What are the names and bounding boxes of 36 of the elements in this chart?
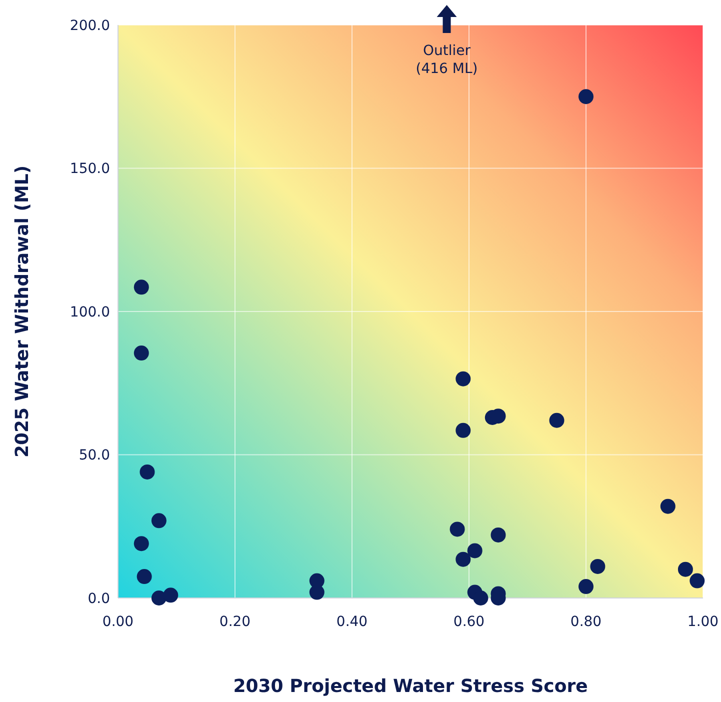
point <box>578 89 594 104</box>
point <box>151 513 166 528</box>
point <box>578 579 594 594</box>
point <box>140 464 155 480</box>
x-tick-label: 0.20 <box>219 614 251 630</box>
y-tick-label: 100.0 <box>70 304 110 320</box>
point <box>660 498 676 514</box>
x-axis-title: 2030 Projected Water Stress Score <box>233 676 588 697</box>
y-tick-label: 0.0 <box>88 590 110 607</box>
point <box>690 573 705 588</box>
point <box>473 590 488 606</box>
point <box>134 536 149 552</box>
x-tick-label: 0.00 <box>102 614 134 630</box>
y-tick-label: 200.0 <box>70 18 110 34</box>
point <box>134 280 149 295</box>
x-tick-label: 0.80 <box>570 614 602 630</box>
y-tick-label: 150.0 <box>70 161 110 178</box>
point <box>590 559 606 574</box>
point <box>467 543 482 558</box>
x-tick-label: 0.40 <box>336 614 368 630</box>
point <box>456 371 471 386</box>
point <box>456 422 471 438</box>
point <box>163 588 178 603</box>
x-tick-label: 1.00 <box>687 614 719 630</box>
point <box>678 562 693 577</box>
point <box>450 522 465 537</box>
point <box>456 552 471 567</box>
point <box>136 569 152 584</box>
y-axis-title: 2025 Water Withdrawal (ML) <box>12 165 33 458</box>
point <box>549 412 564 428</box>
annotation: Outlier (416 ML) <box>416 43 478 77</box>
point <box>309 584 324 600</box>
point <box>134 346 149 361</box>
y-tick-label: 50.0 <box>78 448 110 464</box>
point <box>490 527 506 542</box>
x-tick-label: 0.60 <box>453 614 485 630</box>
